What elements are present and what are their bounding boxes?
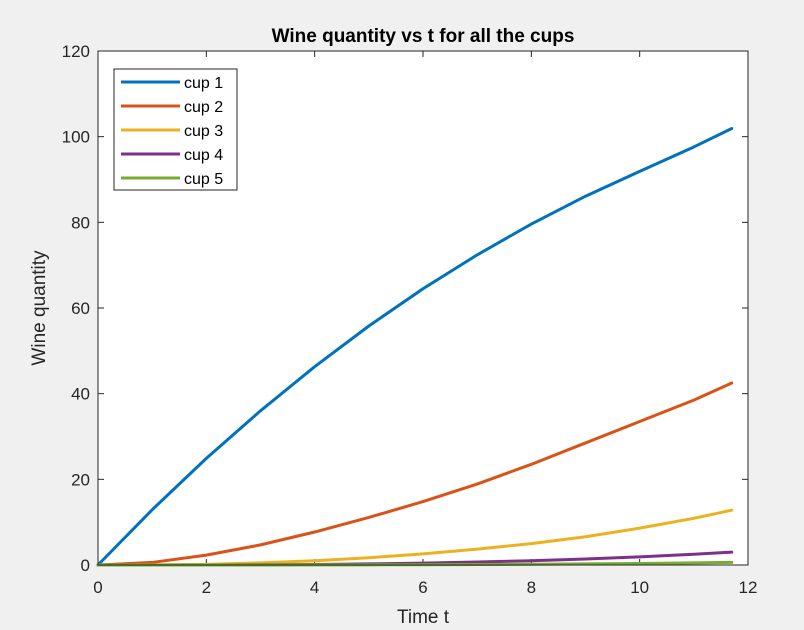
y-tick-label: 0: [81, 556, 90, 575]
x-tick-label: 4: [310, 578, 319, 597]
y-tick-label: 20: [71, 470, 90, 489]
legend-label: cup 3: [184, 123, 223, 140]
axes-box: [97, 50, 749, 566]
legend-label: cup 5: [184, 171, 223, 188]
legend-label: cup 4: [184, 147, 223, 164]
series-line-cup-1: [96, 127, 734, 567]
series-line-cup-2: [96, 381, 734, 567]
y-tick-label: 100: [62, 128, 90, 147]
x-tick-label: 0: [93, 578, 102, 597]
legend: cup 1 cup 2 cup 3 cup 4 cup 5: [113, 68, 238, 191]
y-axis-label: Wine quantity: [29, 250, 50, 366]
y-tick-label: 80: [71, 213, 90, 232]
x-tick-label: 8: [527, 578, 536, 597]
chart-title: Wine quantity vs t for all the cups: [272, 26, 575, 47]
x-tick-label: 2: [202, 578, 211, 597]
y-tick-label: 120: [62, 42, 90, 61]
x-tick-label: 12: [739, 578, 758, 597]
legend-label: cup 2: [184, 99, 223, 116]
y-tick-label: 60: [71, 299, 90, 318]
x-tick-label: 6: [418, 578, 427, 597]
legend-label: cup 1: [184, 75, 223, 92]
x-tick-label: 10: [630, 578, 649, 597]
x-axis-label: Time t: [397, 607, 450, 628]
legend-entries: cup 1 cup 2 cup 3 cup 4 cup 5: [121, 75, 223, 188]
y-tick-label: 40: [71, 385, 90, 404]
